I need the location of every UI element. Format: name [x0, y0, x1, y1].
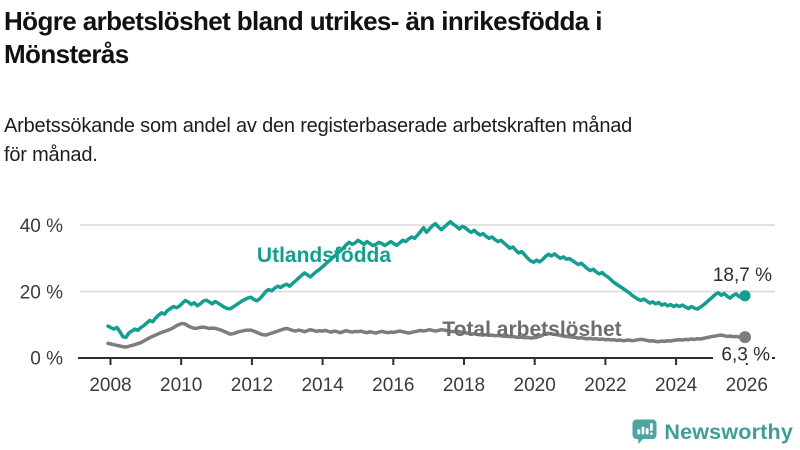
utlandsfodda-end-value-label: 18,7 %	[713, 265, 772, 286]
x-tick-2010: 2010	[160, 375, 202, 396]
total-arbetsloshet-line	[106, 321, 747, 349]
y-tick-20: 20 %	[20, 283, 63, 304]
y-axis-labels: 40 % 20 % 0 %	[20, 216, 63, 370]
x-tick-2016: 2016	[372, 375, 414, 396]
x-tick-2026: 2026	[726, 375, 768, 396]
page-title: Högre arbetslöshet bland utrikes- än inr…	[4, 5, 784, 71]
utlandsfodda-end-dot	[739, 290, 751, 302]
y-tick-0: 0 %	[30, 349, 63, 370]
total-series-label: Total arbetslöshet	[442, 318, 621, 341]
utlandsfodda-line	[106, 219, 747, 340]
y-tick-40: 40 %	[20, 216, 63, 237]
x-tick-2024: 2024	[655, 375, 698, 396]
x-tick-2012: 2012	[231, 375, 273, 396]
bar-chart-speech-bubble-icon	[632, 419, 657, 444]
x-tick-2018: 2018	[443, 375, 485, 396]
title-line-2: Mönsterås	[4, 39, 129, 69]
total-end-dot	[739, 331, 751, 344]
subtitle-line-2: för månad.	[4, 144, 98, 166]
x-axis-ticks	[109, 358, 748, 365]
total-end-value-label: 6,3 %	[721, 345, 770, 366]
end-label-background	[713, 345, 772, 363]
x-tick-2020: 2020	[514, 375, 556, 396]
x-tick-2022: 2022	[584, 375, 626, 396]
utlandsfodda-series-label: Utlandsfödda	[257, 244, 391, 267]
x-tick-2014: 2014	[301, 375, 344, 396]
title-line-1: Högre arbetslöshet bland utrikes- än inr…	[4, 6, 602, 36]
chart-subtitle: Arbetssökande som andel av den registerb…	[4, 112, 784, 170]
gridlines	[80, 224, 775, 293]
subtitle-line-1: Arbetssökande som andel av den registerb…	[4, 115, 633, 137]
x-axis-labels: 2008 2010 2012 2014 2016 2018 2020 2022 …	[89, 375, 768, 396]
x-tick-2008: 2008	[89, 375, 131, 396]
newsworthy-brand-name: Newsworthy	[664, 419, 793, 444]
newsworthy-logo: Newsworthy	[632, 419, 793, 445]
